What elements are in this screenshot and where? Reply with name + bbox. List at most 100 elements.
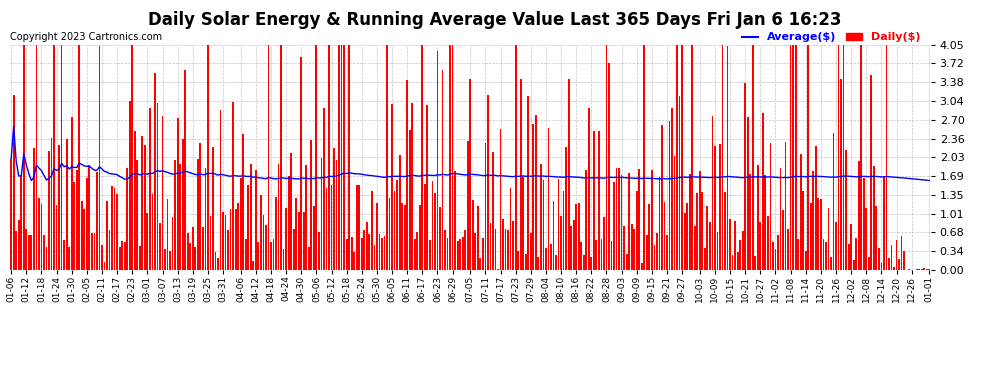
Bar bbox=[262, 215, 264, 270]
Bar bbox=[740, 240, 742, 270]
Bar bbox=[815, 146, 817, 270]
Bar bbox=[248, 186, 249, 270]
Bar bbox=[707, 206, 708, 270]
Bar bbox=[719, 144, 721, 270]
Bar bbox=[857, 160, 859, 270]
Bar bbox=[240, 178, 242, 270]
Bar bbox=[96, 172, 98, 270]
Bar bbox=[507, 230, 509, 270]
Bar bbox=[53, 45, 54, 270]
Bar bbox=[174, 159, 176, 270]
Bar bbox=[348, 45, 350, 270]
Bar bbox=[533, 124, 535, 270]
Bar bbox=[515, 45, 517, 270]
Bar bbox=[704, 248, 706, 270]
Bar bbox=[442, 70, 444, 270]
Bar bbox=[919, 269, 920, 270]
Bar bbox=[613, 182, 615, 270]
Bar bbox=[311, 141, 312, 270]
Bar bbox=[386, 45, 388, 270]
Bar bbox=[482, 238, 484, 270]
Bar bbox=[451, 45, 453, 270]
Bar bbox=[459, 239, 461, 270]
Bar bbox=[389, 198, 390, 270]
Bar bbox=[624, 226, 625, 270]
Bar bbox=[454, 171, 456, 270]
Bar bbox=[277, 164, 279, 270]
Bar bbox=[901, 236, 903, 270]
Bar bbox=[852, 260, 854, 270]
Bar bbox=[742, 231, 743, 270]
Bar bbox=[924, 268, 926, 270]
Bar bbox=[99, 46, 100, 270]
Bar bbox=[886, 45, 887, 270]
Bar bbox=[225, 214, 227, 270]
Bar bbox=[275, 197, 277, 270]
Bar bbox=[578, 203, 579, 270]
Bar bbox=[207, 45, 209, 270]
Bar bbox=[336, 160, 338, 270]
Bar bbox=[929, 269, 931, 270]
Bar bbox=[626, 255, 628, 270]
Bar bbox=[648, 204, 650, 270]
Bar bbox=[878, 248, 880, 270]
Bar bbox=[567, 80, 569, 270]
Bar bbox=[696, 194, 698, 270]
Bar bbox=[575, 204, 577, 270]
Bar bbox=[114, 188, 116, 270]
Bar bbox=[792, 45, 794, 270]
Bar bbox=[49, 150, 50, 270]
Bar bbox=[417, 232, 418, 270]
Bar bbox=[631, 224, 633, 270]
Bar bbox=[525, 254, 527, 270]
Bar bbox=[764, 175, 766, 270]
Bar bbox=[243, 134, 245, 270]
Bar bbox=[406, 80, 408, 270]
Bar bbox=[409, 130, 411, 270]
Bar bbox=[308, 247, 310, 270]
Bar bbox=[344, 45, 345, 270]
Bar bbox=[543, 180, 545, 270]
Bar bbox=[497, 269, 499, 270]
Bar bbox=[328, 45, 330, 270]
Bar bbox=[202, 227, 204, 270]
Bar bbox=[58, 145, 60, 270]
Bar bbox=[142, 136, 144, 270]
Bar bbox=[210, 216, 211, 270]
Bar bbox=[341, 45, 343, 270]
Bar bbox=[233, 102, 234, 270]
Bar bbox=[23, 45, 25, 270]
Bar bbox=[272, 238, 274, 270]
Bar bbox=[401, 203, 403, 270]
Bar bbox=[484, 143, 486, 270]
Bar bbox=[93, 233, 95, 270]
Bar bbox=[404, 205, 406, 270]
Bar bbox=[510, 188, 512, 270]
Bar bbox=[469, 79, 471, 270]
Bar bbox=[396, 180, 398, 270]
Bar bbox=[489, 224, 491, 270]
Bar bbox=[33, 148, 35, 270]
Bar bbox=[182, 140, 183, 270]
Bar bbox=[245, 239, 247, 270]
Bar bbox=[709, 222, 711, 270]
Bar bbox=[823, 239, 825, 270]
Bar bbox=[151, 194, 153, 270]
Bar bbox=[714, 146, 716, 270]
Bar bbox=[603, 217, 605, 270]
Bar bbox=[769, 143, 771, 270]
Bar bbox=[334, 148, 335, 270]
Bar bbox=[205, 168, 206, 270]
Bar bbox=[842, 45, 844, 270]
Bar bbox=[634, 230, 636, 270]
Bar bbox=[467, 141, 468, 270]
Bar bbox=[873, 166, 875, 270]
Bar bbox=[921, 269, 923, 270]
Bar bbox=[220, 110, 222, 270]
Bar bbox=[192, 227, 194, 270]
Bar bbox=[194, 248, 196, 270]
Bar bbox=[611, 241, 613, 270]
Bar bbox=[235, 209, 237, 270]
Bar bbox=[757, 165, 758, 270]
Legend: Average($), Daily($): Average($), Daily($) bbox=[738, 28, 925, 47]
